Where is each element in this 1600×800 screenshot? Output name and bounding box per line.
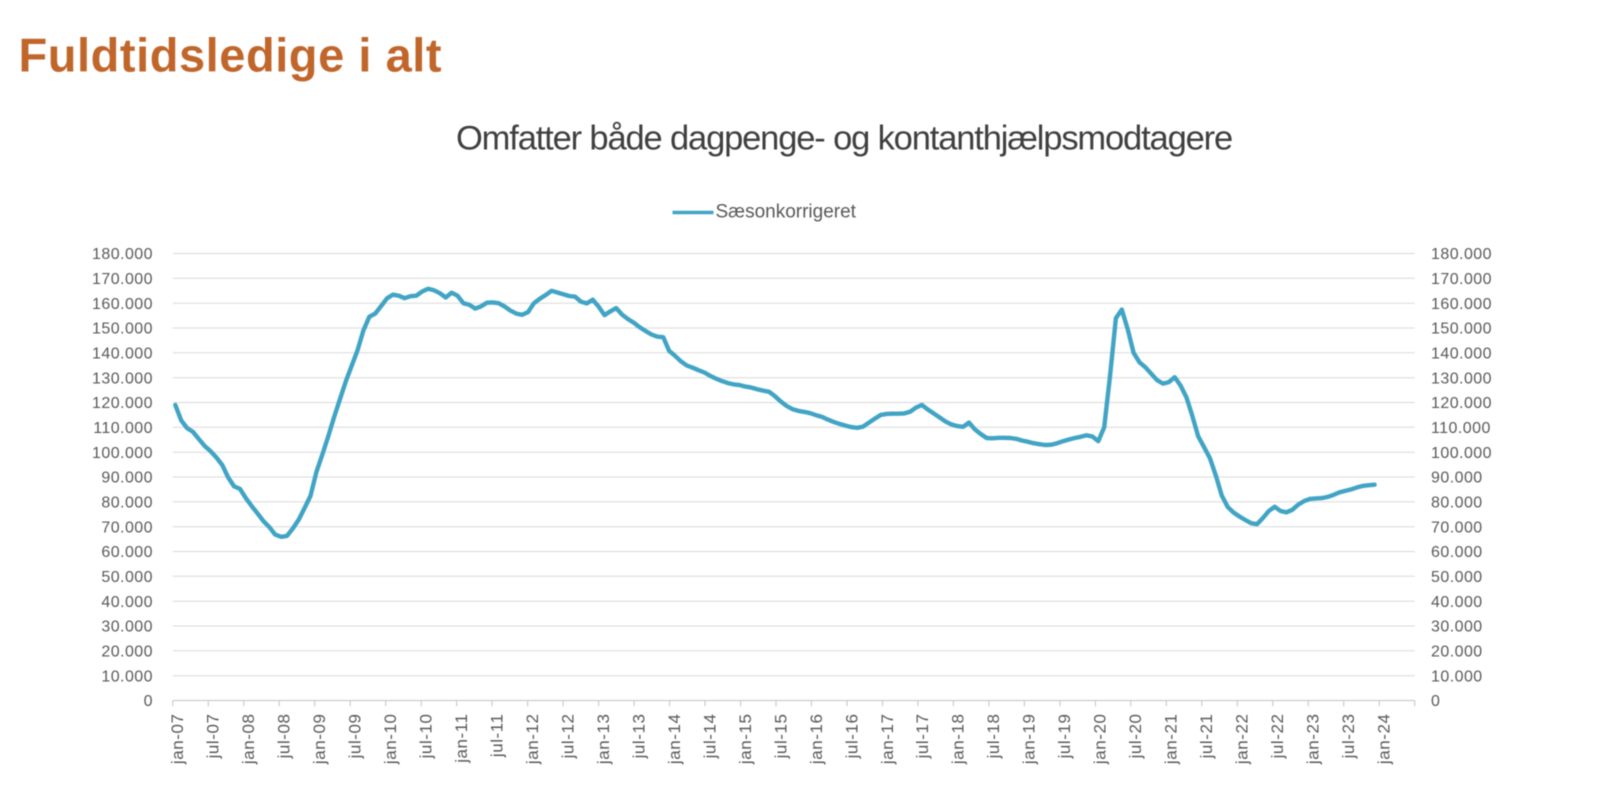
svg-text:jan-07: jan-07 bbox=[168, 714, 187, 766]
svg-text:20.000: 20.000 bbox=[1431, 644, 1483, 661]
svg-text:10.000: 10.000 bbox=[101, 668, 153, 685]
svg-text:60.000: 60.000 bbox=[1431, 544, 1483, 561]
svg-text:jul-16: jul-16 bbox=[842, 714, 861, 760]
svg-text:70.000: 70.000 bbox=[101, 519, 153, 536]
svg-text:120.000: 120.000 bbox=[1431, 395, 1492, 412]
svg-text:jul-11: jul-11 bbox=[487, 714, 506, 759]
svg-text:Sæsonkorrigeret: Sæsonkorrigeret bbox=[716, 202, 857, 223]
svg-text:100.000: 100.000 bbox=[92, 445, 153, 462]
svg-text:jan-21: jan-21 bbox=[1162, 714, 1181, 766]
svg-text:0: 0 bbox=[1431, 693, 1440, 710]
svg-text:30.000: 30.000 bbox=[1431, 619, 1483, 636]
svg-text:130.000: 130.000 bbox=[1431, 370, 1492, 387]
svg-text:80.000: 80.000 bbox=[101, 495, 153, 512]
svg-text:jul-15: jul-15 bbox=[771, 714, 790, 760]
svg-text:jan-10: jan-10 bbox=[381, 714, 400, 766]
svg-text:jul-07: jul-07 bbox=[204, 714, 223, 760]
svg-text:jul-09: jul-09 bbox=[346, 714, 365, 760]
svg-text:jul-22: jul-22 bbox=[1268, 714, 1287, 760]
svg-text:120.000: 120.000 bbox=[92, 395, 153, 412]
svg-text:90.000: 90.000 bbox=[1431, 470, 1483, 487]
svg-text:jul-17: jul-17 bbox=[913, 714, 932, 760]
svg-text:50.000: 50.000 bbox=[1431, 569, 1483, 586]
svg-text:jan-12: jan-12 bbox=[523, 714, 542, 766]
svg-text:160.000: 160.000 bbox=[92, 296, 153, 313]
svg-text:Omfatter både dagpenge- og kon: Omfatter både dagpenge- og kontanthjælps… bbox=[456, 120, 1232, 158]
svg-text:jan-18: jan-18 bbox=[949, 714, 968, 766]
svg-text:20.000: 20.000 bbox=[101, 644, 153, 661]
svg-text:80.000: 80.000 bbox=[1431, 495, 1483, 512]
svg-text:130.000: 130.000 bbox=[92, 370, 153, 387]
svg-text:110.000: 110.000 bbox=[1431, 420, 1491, 437]
svg-text:180.000: 180.000 bbox=[1431, 246, 1492, 263]
svg-text:jan-09: jan-09 bbox=[310, 714, 329, 766]
svg-text:180.000: 180.000 bbox=[92, 246, 153, 263]
svg-text:jan-13: jan-13 bbox=[594, 714, 613, 766]
svg-text:jan-22: jan-22 bbox=[1233, 714, 1252, 766]
svg-text:jan-20: jan-20 bbox=[1091, 714, 1110, 766]
svg-text:jan-17: jan-17 bbox=[878, 714, 897, 766]
svg-text:10.000: 10.000 bbox=[1431, 668, 1483, 685]
svg-text:jan-14: jan-14 bbox=[665, 714, 684, 766]
svg-text:90.000: 90.000 bbox=[101, 470, 153, 487]
svg-text:0: 0 bbox=[144, 693, 153, 710]
svg-text:170.000: 170.000 bbox=[1431, 271, 1492, 288]
svg-text:jul-12: jul-12 bbox=[558, 714, 577, 760]
svg-text:110.000: 110.000 bbox=[93, 420, 153, 437]
svg-text:60.000: 60.000 bbox=[101, 544, 153, 561]
svg-text:140.000: 140.000 bbox=[92, 346, 153, 363]
svg-text:150.000: 150.000 bbox=[92, 321, 153, 338]
svg-text:jul-23: jul-23 bbox=[1339, 714, 1358, 760]
svg-text:jul-10: jul-10 bbox=[417, 714, 436, 760]
svg-text:jul-08: jul-08 bbox=[275, 714, 294, 760]
svg-text:jan-16: jan-16 bbox=[807, 714, 826, 766]
svg-text:jan-11: jan-11 bbox=[452, 714, 471, 764]
svg-text:160.000: 160.000 bbox=[1431, 296, 1492, 313]
svg-text:50.000: 50.000 bbox=[101, 569, 153, 586]
svg-text:jul-21: jul-21 bbox=[1197, 714, 1216, 760]
svg-text:70.000: 70.000 bbox=[1431, 519, 1483, 536]
svg-text:jan-15: jan-15 bbox=[736, 714, 755, 766]
svg-text:jul-18: jul-18 bbox=[984, 713, 1003, 759]
svg-text:jan-24: jan-24 bbox=[1375, 714, 1394, 766]
svg-text:jul-13: jul-13 bbox=[629, 714, 648, 760]
svg-text:jul-19: jul-19 bbox=[1055, 714, 1074, 760]
svg-text:Fuldtidsledige i alt: Fuldtidsledige i alt bbox=[19, 29, 443, 82]
svg-text:jul-20: jul-20 bbox=[1126, 714, 1145, 760]
svg-text:jan-23: jan-23 bbox=[1304, 714, 1323, 766]
svg-text:100.000: 100.000 bbox=[1431, 445, 1492, 462]
svg-text:jan-19: jan-19 bbox=[1020, 714, 1039, 766]
svg-text:30.000: 30.000 bbox=[101, 619, 153, 636]
svg-text:40.000: 40.000 bbox=[101, 594, 153, 611]
svg-text:40.000: 40.000 bbox=[1431, 594, 1483, 611]
svg-text:150.000: 150.000 bbox=[1431, 321, 1492, 338]
svg-text:140.000: 140.000 bbox=[1431, 346, 1492, 363]
svg-text:170.000: 170.000 bbox=[92, 271, 153, 288]
svg-text:jul-14: jul-14 bbox=[700, 714, 719, 760]
svg-text:jan-08: jan-08 bbox=[239, 714, 258, 766]
